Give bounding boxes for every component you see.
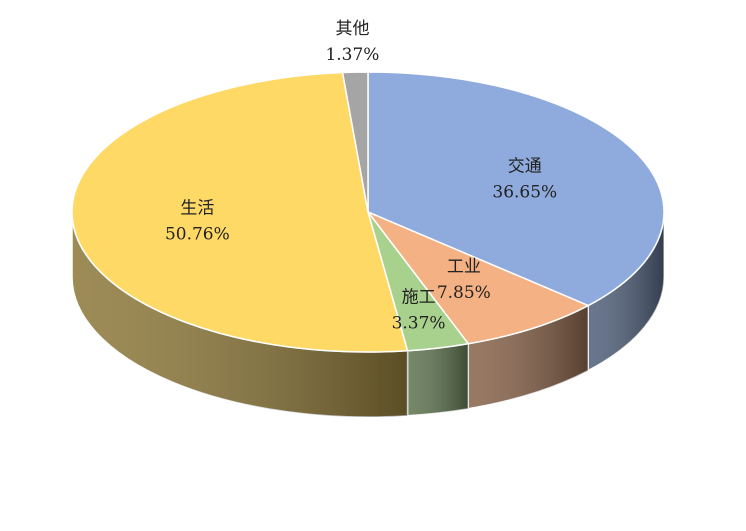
slice-label: 其他 [335, 19, 369, 39]
slice-side-shade [588, 212, 664, 371]
slice [367, 71, 665, 307]
value-label: 3.37% [392, 313, 446, 333]
value-label: 36.65% [492, 182, 557, 202]
slice [71, 71, 409, 353]
slice-label: 交通 [508, 156, 542, 176]
slice-side-shade [72, 212, 408, 417]
slice-label: 生活 [180, 198, 214, 218]
slice [341, 71, 369, 213]
slice-side-shade [407, 343, 469, 416]
slice-side-shade [468, 305, 589, 409]
slice-label: 工业 [447, 257, 481, 277]
value-label: 50.76% [165, 224, 230, 244]
labels: 交通 36.65% 工业 7.85%施工 3.37% 生活 50.76% 其他 1.37% [165, 19, 557, 334]
pie-tops [71, 71, 665, 353]
value-label: 7.85% [437, 283, 491, 303]
slice [365, 210, 590, 345]
value-label: 1.37% [325, 45, 379, 65]
slice-label: 施工 [402, 287, 436, 307]
